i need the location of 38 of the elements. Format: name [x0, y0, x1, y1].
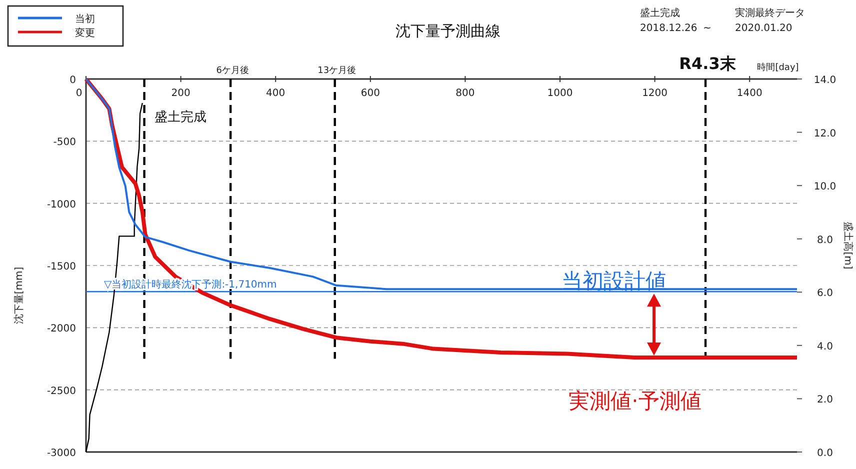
x-tick-label: 1000 — [547, 88, 573, 99]
y2-tick-label: 10.0 — [814, 182, 836, 193]
annotation: 実測値·予測値 — [568, 389, 702, 413]
ref-line-label: 盛土完成 — [154, 109, 206, 125]
y-tick-label: -1000 — [46, 199, 76, 210]
y-axis-title: 沈下量[mm] — [13, 266, 25, 324]
x-tick-label: 400 — [266, 88, 286, 99]
ref-line-label: R4.3末 — [679, 54, 737, 73]
x-tick-label: 200 — [171, 88, 190, 99]
y-tick-label: -2000 — [46, 324, 76, 335]
y-tick-label: -1500 — [46, 262, 76, 272]
text: 2020.01.20 — [735, 23, 792, 34]
y2-axis-title: 盛土高[m] — [842, 222, 854, 270]
y2-tick-label: 0.0 — [817, 448, 833, 459]
x-tick-label: 600 — [360, 88, 380, 99]
chart-title: 沈下量予測曲線 — [396, 22, 500, 40]
y-tick-label: -500 — [53, 137, 76, 148]
legend-label: 変更 — [75, 27, 95, 39]
x-axis-title: 時間[day] — [757, 62, 799, 73]
x-tick-label: 1400 — [736, 88, 762, 99]
ref-line-label: 13ケ月後 — [318, 65, 356, 76]
text: 盛土完成 — [640, 7, 680, 19]
y2-tick-label: 14.0 — [814, 75, 836, 86]
x-tick-label: 800 — [456, 88, 475, 99]
text: 2018.12.26 — [640, 23, 698, 34]
legend-label: 当初 — [75, 13, 95, 25]
y2-tick-label: 12.0 — [814, 128, 836, 140]
x-tick-label: 1200 — [642, 88, 668, 99]
text: 実測最終データ — [735, 7, 805, 19]
y-tick-label: -3000 — [46, 448, 76, 459]
y2-tick-label: 2.0 — [817, 394, 833, 406]
ref-line-label: 6ケ月後 — [216, 65, 249, 76]
y2-tick-label: 4.0 — [817, 341, 833, 352]
y2-tick-label: 8.0 — [817, 234, 833, 246]
y-tick-label: -2500 — [46, 386, 76, 397]
text: ~ — [703, 23, 712, 34]
y-tick-label: 0 — [70, 75, 76, 86]
y2-tick-label: 6.0 — [817, 288, 833, 300]
